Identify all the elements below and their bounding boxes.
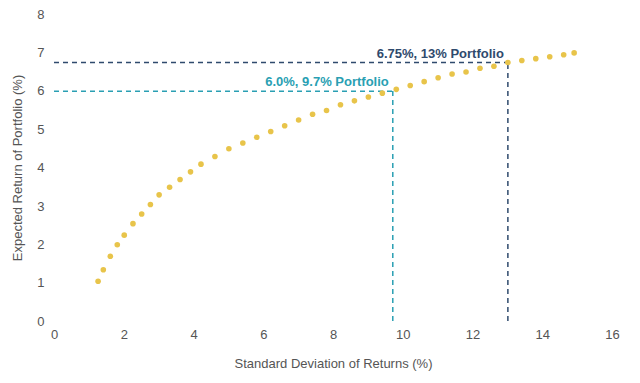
svg-text:16: 16 <box>605 327 619 342</box>
svg-text:2: 2 <box>37 237 44 252</box>
svg-text:2: 2 <box>121 327 128 342</box>
svg-text:Expected Return of Portfolio (: Expected Return of Portfolio (%) <box>10 75 25 261</box>
svg-text:6.0%, 9.7% Portfolio: 6.0%, 9.7% Portfolio <box>265 74 389 89</box>
svg-text:10: 10 <box>396 327 410 342</box>
svg-text:0: 0 <box>51 327 58 342</box>
svg-text:6: 6 <box>260 327 267 342</box>
svg-text:14: 14 <box>536 327 550 342</box>
svg-text:4: 4 <box>37 160 44 175</box>
svg-text:4: 4 <box>190 327 197 342</box>
svg-text:1: 1 <box>37 275 44 290</box>
svg-text:5: 5 <box>37 122 44 137</box>
svg-text:6: 6 <box>37 83 44 98</box>
svg-text:8: 8 <box>330 327 337 342</box>
svg-text:12: 12 <box>466 327 480 342</box>
svg-text:8: 8 <box>37 7 44 22</box>
svg-text:Standard Deviation of Returns: Standard Deviation of Returns (%) <box>235 356 433 371</box>
svg-text:6.75%, 13% Portfolio: 6.75%, 13% Portfolio <box>377 46 504 61</box>
svg-text:0: 0 <box>37 314 44 329</box>
svg-text:7: 7 <box>37 45 44 60</box>
svg-text:3: 3 <box>37 199 44 214</box>
